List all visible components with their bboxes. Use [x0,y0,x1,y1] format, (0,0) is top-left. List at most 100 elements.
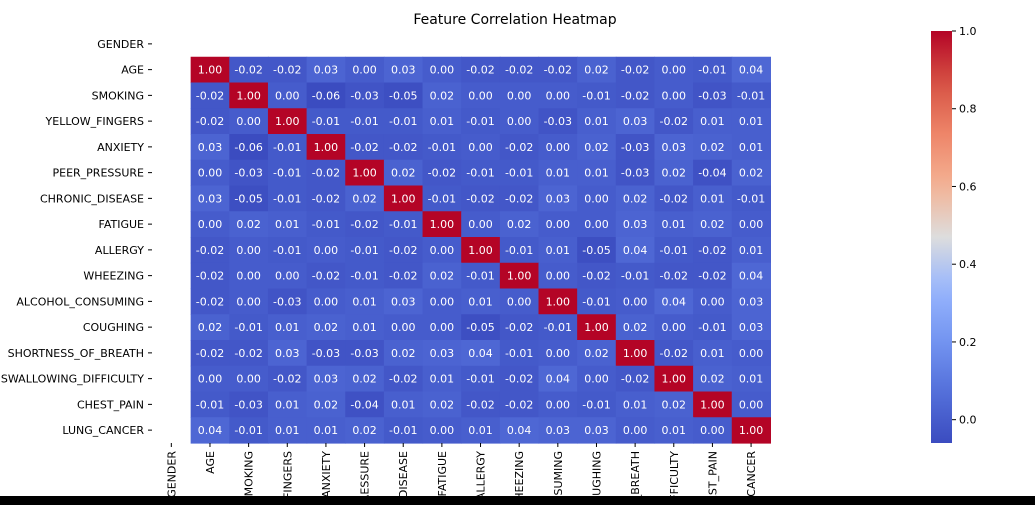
cell-value-label: 0.02 [584,347,609,360]
heatmap-cell [499,237,540,264]
col-label: SHORTNESS_OF_BREATH [629,451,642,505]
heatmap-cell [731,56,771,84]
cell-value-label: -0.02 [273,373,301,386]
heatmap-cell [345,262,385,290]
heatmap-cell [615,108,656,135]
heatmap-cell [383,159,424,187]
cell-value-label: 0.00 [546,270,571,283]
cell-value-label: 0.03 [546,192,571,205]
heatmap-cell [731,237,771,264]
cell-value-label: -0.02 [466,398,494,411]
cell-value-label: -0.02 [660,347,688,360]
col-label: SMOKING [243,451,256,503]
cell-value-label: -0.01 [312,218,340,231]
cell-value-label: -0.01 [466,115,494,128]
cell-value-label: -0.03 [312,347,340,360]
cell-value-label: 0.02 [314,398,339,411]
cell-value-label: -0.02 [660,270,688,283]
heatmap-cell [538,314,578,341]
cell-value-label: 0.00 [546,218,571,231]
cell-value-label: -0.02 [466,192,494,205]
heatmap-cell [229,185,269,212]
cell-value-label: -0.02 [505,398,533,411]
cell-value-label: 0.04 [546,373,571,386]
heatmap-cell [577,82,617,109]
cell-value-label: -0.01 [234,321,262,334]
row-label: AGE [121,64,144,77]
cell-value-label: -0.02 [234,347,262,360]
heatmap-cell [615,82,656,109]
cell-value-label: 0.02 [700,373,725,386]
heatmap-cell [345,237,385,264]
heatmap-cell [345,211,385,238]
heatmap-cell [577,365,617,393]
heatmap-cell [267,391,308,418]
heatmap-cell [693,340,733,367]
heatmap-cell [615,159,656,187]
heatmap-cell [731,82,771,109]
cell-value-label: 0.02 [700,218,725,231]
cell-value-label: 1.00 [352,167,377,180]
heatmap-cell [577,340,617,367]
cell-value-label: 0.03 [623,218,648,231]
heatmap-cell [538,262,578,290]
cell-value-label: -0.02 [505,373,533,386]
row-label: ALCOHOL_CONSUMING [16,295,144,308]
heatmap-cell [422,82,462,109]
cell-value-label: 0.00 [623,424,648,437]
col-label: CHEST_PAIN [706,451,719,505]
heatmap-cell [577,134,617,161]
heatmap-cell [383,82,424,109]
heatmap-cell [538,365,578,393]
heatmap-cell [345,365,385,393]
heatmap-cell [615,288,656,315]
heatmap-cell [267,82,308,109]
col-label: GENDER [165,451,178,498]
cell-value-label: 0.03 [314,373,339,386]
heatmap-cell [229,159,269,187]
row-label: SMOKING [92,89,144,102]
heatmap-cell [499,365,540,393]
heatmap-cell [306,262,346,290]
cell-value-label: -0.02 [505,192,533,205]
heatmap-cell [731,314,771,341]
cell-value-label: 0.03 [198,141,223,154]
cell-value-label: 0.00 [662,64,687,77]
heatmap-cell [615,185,656,212]
cell-value-label: 0.01 [739,115,764,128]
heatmap-cell [615,262,656,290]
heatmap-cell [422,262,462,290]
row-label: CHEST_PAIN [77,398,144,411]
heatmap-cell [461,185,501,212]
row-label: FATIGUE [99,218,145,231]
heatmap-cell [693,134,733,161]
heatmap-cell [345,340,385,367]
col-label: YELLOW_FINGERS [281,451,294,505]
cell-value-label: 0.01 [700,115,725,128]
heatmap-cell [345,185,385,212]
heatmap-cell [693,108,733,135]
col-label: WHEEZING [513,451,526,505]
heatmap-cell [383,365,424,393]
col-labels: GENDER AGE SMOKING YELLOW_FINGERS ANXIETY PEE… [165,443,758,505]
cell-value-label: -0.01 [582,398,610,411]
heatmap-cell [577,262,617,290]
heatmap-cell [422,159,462,187]
cell-value-label: 0.00 [275,89,300,102]
cell-value-label: -0.01 [273,167,301,180]
cell-value-label: -0.02 [660,192,688,205]
heatmap-cell [229,134,269,161]
heatmap-cell [461,365,501,393]
heatmap-cell [577,56,617,84]
heatmap-cell [461,134,501,161]
cell-value-label: -0.03 [544,115,572,128]
heatmap-cell [422,365,462,393]
heatmap-cell [499,82,540,109]
cell-value-label: 0.00 [584,192,609,205]
cell-value-label: 0.00 [546,141,571,154]
cell-value-label: 0.00 [546,398,571,411]
heatmap-cells: 1.00 -0.02 -0.02 0.03 0.00 0.03 0.00 -0.02 -0.02… [190,56,771,444]
cell-value-label: 0.04 [468,347,493,360]
cell-value-label: -0.01 [466,167,494,180]
heatmap-cell [229,82,269,109]
